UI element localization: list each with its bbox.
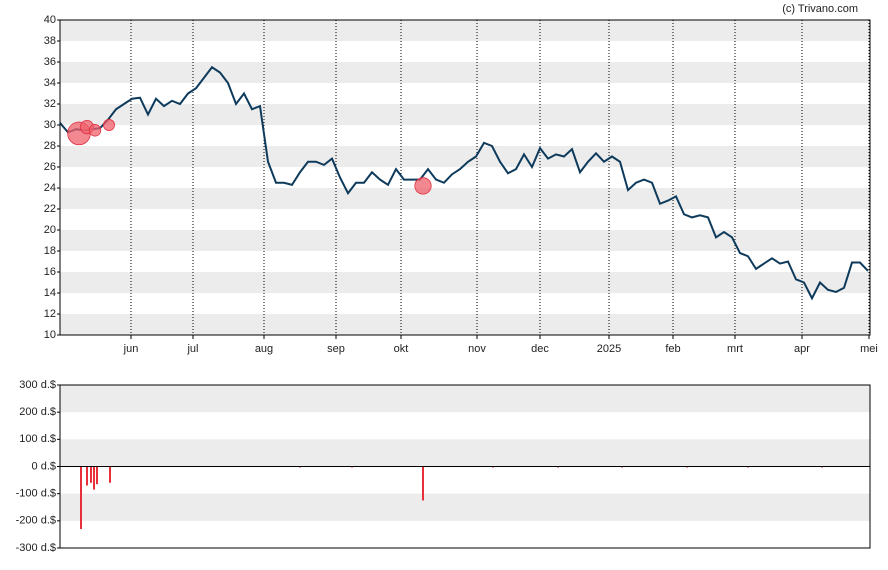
credit: (c) Trivano.com xyxy=(782,3,858,15)
y-tick-label: 38 xyxy=(44,35,56,47)
y-tick-label: 28 xyxy=(44,140,56,152)
y-tick-label: 30 xyxy=(44,119,56,131)
y-tick-label: 14 xyxy=(44,287,56,299)
y-tick-label: 10 xyxy=(44,329,56,341)
x-tick-label: apr xyxy=(794,343,810,355)
y-tick-label: 20 xyxy=(44,224,56,236)
x-tick-label: jul xyxy=(186,343,198,355)
x-tick-label: mrt xyxy=(727,343,743,355)
x-tick-label: jun xyxy=(123,343,139,355)
x-tick-label: aug xyxy=(255,343,273,355)
grid-band xyxy=(60,493,870,521)
frame xyxy=(59,19,871,336)
y-tick-label: -100 d.$ xyxy=(16,488,56,500)
y-tick-label: 16 xyxy=(44,266,56,278)
y-tick-label: 18 xyxy=(44,245,56,257)
bar xyxy=(422,466,424,501)
bar xyxy=(90,466,92,483)
y-tick-label: 100 d.$ xyxy=(19,433,56,445)
y-tick-label: 40 xyxy=(44,14,56,26)
y-tick-label: 22 xyxy=(44,203,56,215)
x-tick-label: sep xyxy=(327,343,345,355)
grid-band xyxy=(60,272,870,293)
bar xyxy=(96,466,98,485)
bar xyxy=(86,466,88,486)
y-tick-label: 200 d.$ xyxy=(19,406,56,418)
bar xyxy=(109,466,111,483)
bubble xyxy=(414,177,432,195)
bubble xyxy=(103,119,115,131)
grid-band xyxy=(60,146,870,167)
x-tick-label: 2025 xyxy=(597,343,621,355)
x-tick-label: mei xyxy=(860,343,878,355)
grid-band xyxy=(60,230,870,251)
y-tick-label: 34 xyxy=(44,77,56,89)
bubble xyxy=(88,124,102,137)
grid-band xyxy=(60,20,870,41)
frame xyxy=(59,384,871,549)
y-tick-label: 36 xyxy=(44,56,56,68)
x-tick-label: dec xyxy=(531,343,549,355)
y-tick-label: 300 d.$ xyxy=(19,379,56,391)
bar xyxy=(80,466,82,529)
grid-band xyxy=(60,104,870,125)
grid-band xyxy=(60,439,870,467)
x-tick-label: nov xyxy=(468,343,486,355)
grid-band xyxy=(60,385,870,413)
y-tick-label: 26 xyxy=(44,161,56,173)
y-tick-label: 24 xyxy=(44,182,56,194)
grid-band xyxy=(60,62,870,83)
y-tick-label: 0 d.$ xyxy=(32,460,56,472)
y-tick-label: -200 d.$ xyxy=(16,515,56,527)
x-tick-label: feb xyxy=(665,343,680,355)
x-tick-label: okt xyxy=(394,343,409,355)
grid-band xyxy=(60,188,870,209)
y-tick-label: 12 xyxy=(44,308,56,320)
y-tick-label: -300 d.$ xyxy=(16,542,56,554)
price-line xyxy=(59,65,869,301)
y-tick-label: 32 xyxy=(44,98,56,110)
bar xyxy=(93,466,95,490)
grid-band xyxy=(60,314,870,335)
